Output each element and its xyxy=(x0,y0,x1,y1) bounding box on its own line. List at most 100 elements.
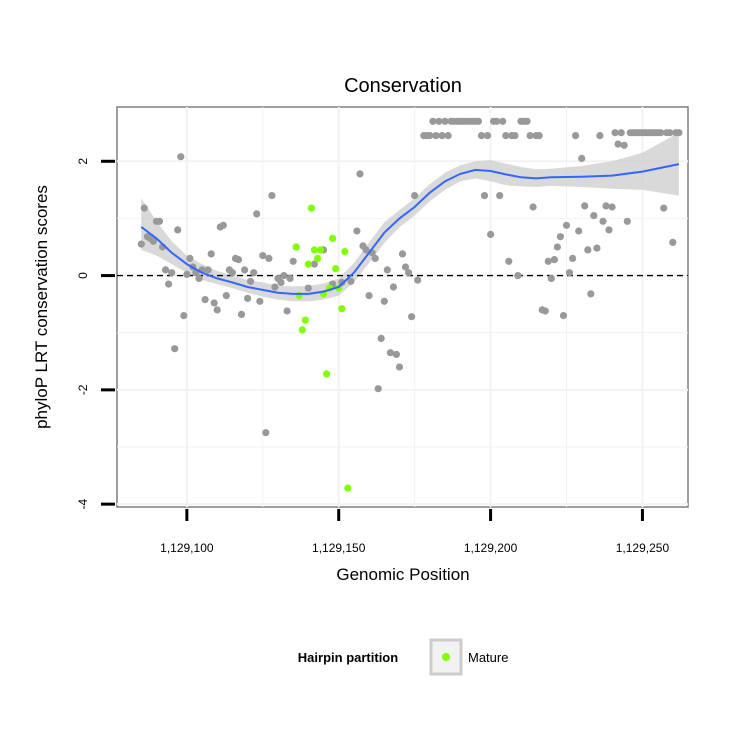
data-point xyxy=(259,252,267,260)
data-point xyxy=(666,129,674,137)
mature-point xyxy=(329,234,337,242)
data-point xyxy=(617,129,625,137)
data-point xyxy=(590,212,598,220)
data-point xyxy=(559,312,568,320)
confidence-ribbon xyxy=(141,132,679,302)
data-point xyxy=(544,257,552,265)
data-point xyxy=(599,217,607,225)
mature-point xyxy=(304,260,312,268)
data-point xyxy=(408,313,416,321)
data-point xyxy=(605,226,613,234)
mature-point xyxy=(301,316,309,324)
data-point xyxy=(286,274,294,282)
data-point xyxy=(237,310,246,318)
data-point xyxy=(207,250,215,258)
data-point xyxy=(289,257,297,265)
data-point xyxy=(186,254,194,262)
data-point xyxy=(271,283,279,291)
data-point xyxy=(137,240,145,248)
data-point xyxy=(444,132,452,140)
data-point xyxy=(429,117,437,125)
grid-lines xyxy=(117,107,688,507)
data-point xyxy=(277,278,285,286)
data-point xyxy=(562,221,571,229)
data-point xyxy=(414,276,422,284)
mature-point xyxy=(338,305,346,313)
y-tick-label: 0 xyxy=(76,272,90,279)
data-point xyxy=(210,299,218,307)
data-point xyxy=(611,129,619,137)
data-point xyxy=(253,210,261,218)
data-point xyxy=(541,307,549,315)
data-point xyxy=(502,132,510,140)
data-point xyxy=(213,306,221,314)
data-point xyxy=(171,345,179,353)
data-point xyxy=(584,246,592,254)
data-point xyxy=(262,429,270,437)
data-point xyxy=(374,385,382,393)
data-point xyxy=(195,274,203,282)
data-point xyxy=(511,132,519,140)
data-point xyxy=(162,266,170,274)
data-point xyxy=(526,132,534,140)
data-point xyxy=(565,269,574,277)
legend: Hairpin partition Mature xyxy=(298,638,508,676)
data-point xyxy=(401,263,410,271)
data-point xyxy=(535,132,543,140)
data-point xyxy=(441,117,449,125)
data-point xyxy=(487,230,495,238)
data-point xyxy=(620,141,628,149)
data-point xyxy=(657,129,665,137)
x-tick-label: 1,129,200 xyxy=(464,541,518,555)
points-other xyxy=(137,117,683,437)
data-point xyxy=(572,132,580,140)
x-tick-label: 1,129,100 xyxy=(160,541,214,555)
data-point xyxy=(474,117,482,125)
data-point xyxy=(265,254,273,262)
data-point xyxy=(268,192,276,200)
mature-point xyxy=(341,248,349,256)
data-point xyxy=(283,307,291,315)
data-point xyxy=(505,257,513,265)
chart-title: Conservation xyxy=(344,75,462,97)
data-point xyxy=(581,202,589,210)
data-point xyxy=(398,250,407,258)
legend-title: Hairpin partition xyxy=(298,650,398,665)
data-point xyxy=(183,270,191,278)
data-point xyxy=(356,170,364,178)
data-point xyxy=(529,203,537,211)
data-point xyxy=(228,269,236,277)
data-point xyxy=(432,132,440,140)
data-point xyxy=(304,284,312,292)
mature-point xyxy=(316,246,325,254)
data-point xyxy=(499,117,507,125)
data-point xyxy=(438,132,446,140)
data-point xyxy=(241,266,249,274)
data-point xyxy=(593,244,601,252)
data-point xyxy=(523,117,531,125)
data-point xyxy=(365,292,373,300)
data-point xyxy=(383,266,391,274)
data-point xyxy=(675,129,683,137)
data-point xyxy=(201,296,209,304)
mature-point xyxy=(292,243,300,251)
data-point xyxy=(496,192,504,200)
mature-point xyxy=(310,246,318,254)
x-tick-label: 1,129,150 xyxy=(312,541,366,555)
mature-point xyxy=(307,204,315,212)
mature-point xyxy=(323,370,331,378)
data-point xyxy=(623,217,631,225)
data-point xyxy=(168,269,176,277)
data-point xyxy=(204,266,212,274)
data-point xyxy=(596,132,604,140)
mature-point xyxy=(332,265,340,273)
data-point xyxy=(514,272,522,280)
data-point xyxy=(550,256,559,264)
data-point xyxy=(602,202,610,210)
data-point xyxy=(244,294,252,302)
data-point xyxy=(480,192,489,200)
data-point xyxy=(247,277,255,285)
legend-label-mature: Mature xyxy=(468,650,508,665)
data-point xyxy=(140,204,148,212)
